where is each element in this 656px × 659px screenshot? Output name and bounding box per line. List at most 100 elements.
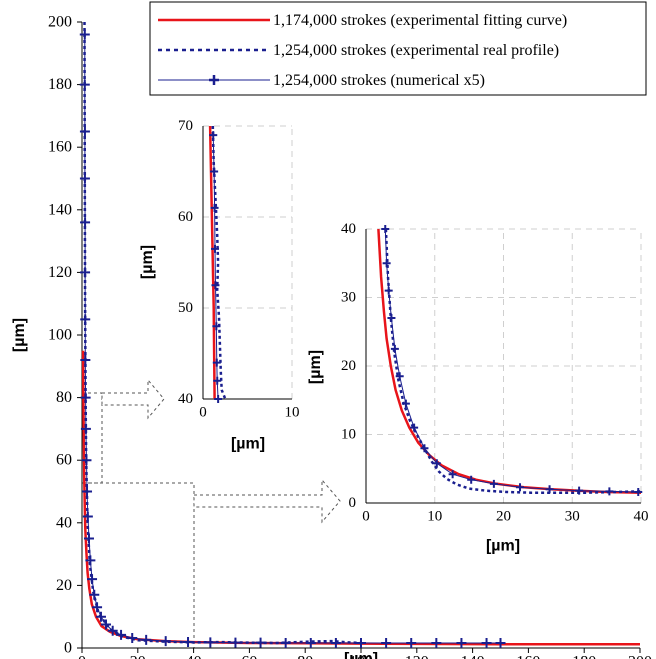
main-axes: 0204060801001201401601802000204060801001… [11,14,652,659]
numerical-point-marker [83,533,94,544]
numerical-point-marker [387,314,396,323]
numerical-point-marker [79,29,90,40]
x-tick-label: 0 [362,509,370,525]
zoom-arrow-upper [101,378,165,420]
y-tick-label: 160 [48,139,72,156]
y-tick-label: 20 [56,577,72,594]
y-tick-label: 30 [341,290,356,306]
zoom-arrow-lower [193,478,341,524]
inset-upper-series [208,125,227,403]
numerical-point-marker [432,459,441,468]
y-tick-label: 40 [341,221,356,237]
inset-lower-y-axis-label: [µm] [307,350,324,384]
numerical-point-marker [80,355,91,366]
inset-upper-y-axis-label: [µm] [139,245,156,279]
inset-lower-grid [366,228,642,503]
numerical-point-marker [211,281,220,290]
numerical-point-marker [213,376,222,385]
x-tick-label: 20 [496,509,511,525]
x-tick-label: 80 [297,653,313,659]
numerical-point-marker [481,637,492,648]
numerical-point-marker [356,637,366,648]
numerical-point-marker [210,167,219,176]
numerical-point-marker [116,629,127,640]
series-fitting-curve [208,125,216,400]
numerical-point-marker [489,479,498,488]
y-tick-label: 0 [349,495,357,511]
y-tick-label: 200 [48,14,72,31]
numerical-point-marker [230,637,241,648]
main-tick-labels: 0204060801001201401601802000204060801001… [48,14,652,659]
numerical-point-marker [545,485,554,494]
x-tick-label: 140 [461,653,485,659]
legend: 1,174,000 strokes (experimental fitting … [149,1,647,96]
inset-lower: 0 10 20 30 40 0 10 20 30 40 [µm] [µm] [307,221,649,554]
x-tick-label: 160 [516,653,540,659]
x-tick-label: 60 [241,653,257,659]
y-tick-label: 20 [341,358,356,374]
numerical-point-marker [87,574,98,585]
x-tick-label: 10 [427,509,442,525]
numerical-point-marker [305,637,316,648]
numerical-point-marker [183,637,194,648]
numerical-point-marker [211,244,220,253]
numerical-point-marker [205,637,216,648]
numerical-point-marker [209,131,218,140]
x-tick-label: 120 [405,653,429,659]
y-tick-label: 80 [56,389,72,406]
numerical-point-marker [431,637,442,648]
numerical-point-marker [127,632,138,643]
y-tick-label: 10 [341,427,356,443]
x-tick-label: 0 [78,653,86,659]
y-tick-label: 60 [56,452,72,469]
numerical-point-marker [95,611,106,622]
numerical-point-marker [160,636,171,647]
series-real-profile [211,125,227,400]
x-tick-label: 40 [634,509,649,525]
x-tick-label: 0 [199,405,207,421]
inset-upper: 0 10 40 50 60 70 [µm] [µm] [139,118,300,452]
numerical-point-marker [100,619,111,630]
numerical-point-marker [381,637,392,648]
main-y-axis-label: [µm] [11,318,28,352]
y-tick-label: 60 [178,209,193,225]
numerical-point-marker [420,444,429,453]
numerical-point-marker [395,372,404,381]
inset-lower-x-axis-label: [µm] [486,537,520,554]
numerical-point-marker [575,486,584,495]
numerical-point-marker [107,625,118,636]
numerical-point-marker [382,259,391,268]
legend-label-real: 1,254,000 strokes (experimental real pro… [273,42,559,59]
legend-label-fitting: 1,174,000 strokes (experimental fitting … [273,12,567,29]
numerical-point-marker [92,602,103,613]
numerical-point-marker [212,358,221,367]
numerical-point-marker [85,555,96,566]
plus-icon [209,75,219,85]
y-tick-label: 180 [48,76,72,93]
numerical-point-marker [214,395,223,403]
numerical-point-marker [516,483,524,492]
numerical-point-marker [82,486,93,497]
x-tick-label: 30 [565,509,580,525]
y-tick-label: 120 [48,264,72,281]
inset-lower-tick-labels: 0 10 20 30 40 0 10 20 30 40 [341,221,649,525]
x-tick-label: 10 [285,405,300,421]
zoom-guides [81,378,341,649]
numerical-point-marker [634,488,643,497]
y-tick-label: 100 [48,327,72,344]
y-tick-label: 70 [178,118,193,134]
x-tick-label: 200 [628,653,652,659]
numerical-point-marker [406,637,417,648]
numerical-point-marker [280,637,291,648]
y-tick-label: 50 [178,300,193,316]
numerical-point-marker [80,392,91,403]
numerical-point-marker [381,225,390,233]
main-series [79,21,640,648]
legend-marker-plus [209,75,219,85]
y-tick-label: 0 [64,640,72,657]
numerical-point-marker [456,637,467,648]
numerical-point-marker [80,314,91,325]
x-tick-label: 20 [130,653,146,659]
numerical-point-marker [212,322,221,331]
